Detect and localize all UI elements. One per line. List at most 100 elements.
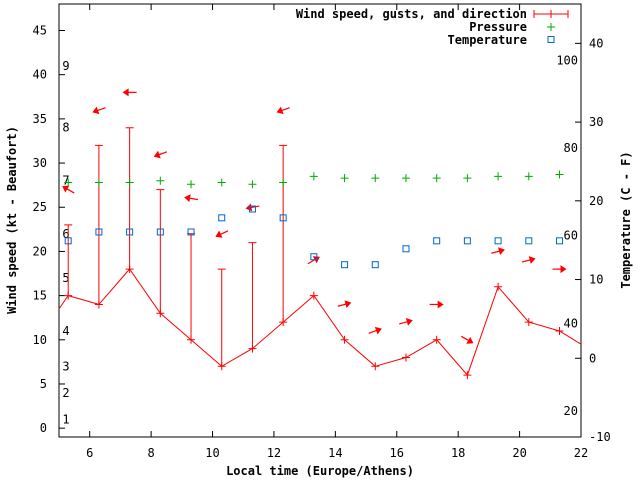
y-tick-label-left: 35: [33, 112, 47, 126]
y-tick-label-left: 30: [33, 156, 47, 170]
wind-gust-bar: [248, 242, 257, 349]
pressure-point: [340, 174, 349, 183]
x-tick-label: 20: [512, 446, 526, 460]
wind-direction-arrow: [276, 106, 290, 115]
wind-gust-bar: [64, 224, 73, 296]
beaufort-label: 1: [62, 412, 69, 426]
temperature-point: [341, 261, 349, 269]
pressure-point: [432, 174, 441, 183]
temperature-point: [64, 237, 72, 245]
temperature-point: [218, 214, 226, 222]
temperature-point: [95, 228, 103, 236]
beaufort-label: 3: [62, 359, 69, 373]
pressure-point: [156, 176, 165, 185]
wind-gust-bar: [187, 233, 196, 340]
pressure-point: [371, 174, 380, 183]
wind-speed-point: [340, 335, 349, 344]
y-tick-label-right: 10: [589, 273, 603, 287]
wind-direction-arrow: [461, 335, 474, 344]
wind-direction-arrow: [122, 88, 137, 97]
x-tick-label: 12: [267, 446, 281, 460]
y-tick-label-left: 45: [33, 24, 47, 38]
wind-direction-arrow: [337, 300, 352, 309]
wind-direction-arrow: [215, 230, 229, 238]
wind-direction-arrow: [521, 256, 536, 264]
beaufort-label: 6: [62, 227, 69, 241]
wind-speed-point: [432, 335, 441, 344]
fahrenheit-label: 20: [564, 404, 578, 418]
temperature-point: [371, 261, 379, 269]
pressure-point: [248, 180, 257, 189]
x-tick-label: 14: [328, 446, 342, 460]
beaufort-label: 8: [62, 121, 69, 135]
fahrenheit-label: 100: [556, 54, 578, 68]
plot-frame: [58, 3, 582, 438]
beaufort-label: 4: [62, 324, 69, 338]
y-tick-label-right: 0: [589, 351, 596, 365]
wind-speed-point: [309, 291, 318, 300]
x-tick-label: 22: [574, 446, 588, 460]
wind-direction-arrow: [307, 256, 320, 265]
temperature-point: [433, 237, 441, 245]
temperature-point: [126, 228, 134, 236]
wind-direction-arrow: [399, 317, 413, 326]
wind-gust-bar: [125, 127, 134, 270]
wind-direction-arrow: [368, 326, 382, 335]
wind-direction-arrow: [62, 185, 75, 194]
y-tick-label-left: 20: [33, 244, 47, 258]
temperature-point: [248, 205, 256, 213]
pressure-point: [94, 178, 103, 187]
temperature-point: [310, 253, 318, 261]
beaufort-label: 2: [62, 386, 69, 400]
wind-direction-arrow: [429, 300, 444, 309]
y-tick-label-right: 40: [589, 36, 603, 50]
temperature-point: [463, 237, 471, 245]
pressure-point: [64, 178, 73, 187]
x-axis-label: Local time (Europe/Athens): [226, 464, 414, 478]
legend-marker-temperature: [547, 36, 555, 43]
wind-gust-bar: [217, 268, 226, 367]
temperature-point: [156, 228, 164, 236]
temperature-point: [279, 214, 287, 222]
y-tick-label-right: 20: [589, 194, 603, 208]
y-tick-label-left: 0: [40, 421, 47, 435]
legend-marker-wind: [533, 10, 569, 18]
temperature-point: [525, 237, 533, 245]
y-tick-label-right: -10: [589, 430, 611, 444]
beaufort-label: 9: [62, 59, 69, 73]
temperature-point: [187, 228, 195, 236]
temperature-point: [494, 237, 502, 245]
y-tick-label-left: 15: [33, 289, 47, 303]
x-tick-label: 18: [451, 446, 465, 460]
wind-direction-arrow: [491, 247, 505, 256]
temperature-point: [402, 245, 410, 253]
wind-gust-bar: [94, 144, 103, 305]
x-tick-label: 8: [148, 446, 155, 460]
pressure-point: [279, 178, 288, 187]
wind-direction-arrow: [245, 203, 260, 212]
x-tick-label: 10: [205, 446, 219, 460]
wind-gust-bar: [156, 189, 165, 314]
fahrenheit-label: 80: [564, 141, 578, 155]
pressure-point: [494, 172, 503, 181]
wind-direction-arrow: [552, 265, 567, 274]
fahrenheit-label: 60: [564, 228, 578, 242]
y-tick-label-left: 10: [33, 333, 47, 347]
y-axis-label-left: Wind speed (kt - Beaufort): [5, 126, 19, 314]
legend-label-temperature: Temperature: [448, 33, 527, 47]
legend-label-pressure: Pressure: [469, 20, 527, 34]
x-tick-label: 6: [86, 446, 93, 460]
wind-speed-point: [524, 318, 533, 327]
beaufort-label: 7: [62, 174, 69, 188]
legend: Wind speed, gusts, and direction Pressur…: [296, 7, 569, 47]
beaufort-label: 5: [62, 271, 69, 285]
x-tick-label: 16: [390, 446, 404, 460]
wind-gust-bar: [279, 144, 288, 323]
y-tick-label-left: 5: [40, 377, 47, 391]
pressure-point: [524, 172, 533, 181]
pressure-point: [217, 178, 226, 187]
wind-speed-point: [463, 371, 472, 380]
y-axis-label-right: Temperature (C - F): [619, 151, 633, 288]
temperature-point: [556, 237, 564, 245]
wind-speed-point: [401, 353, 410, 362]
